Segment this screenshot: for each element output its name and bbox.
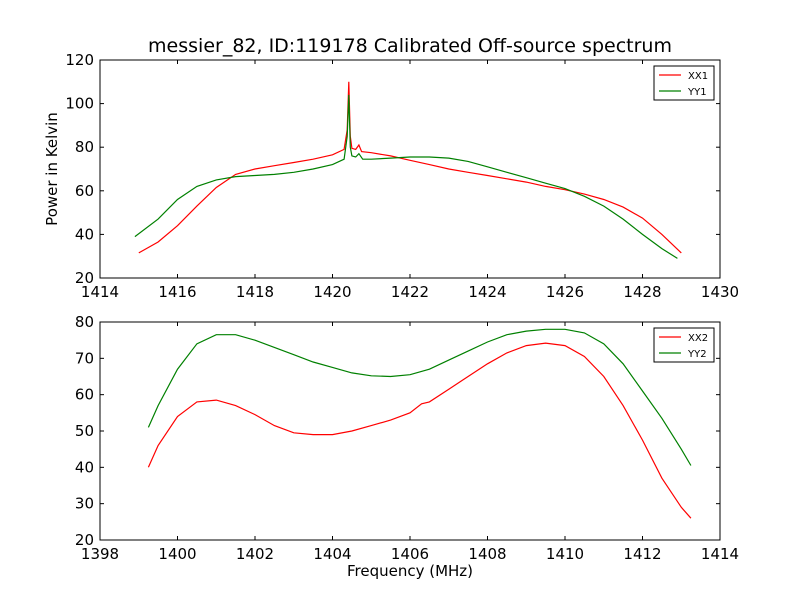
x-tick-label: 1400 [158, 545, 196, 563]
series-line-xx2 [147, 342, 692, 519]
y-tick-label: 20 [75, 269, 94, 287]
series-line-yy1 [134, 94, 678, 259]
x-tick-label: 1420 [313, 283, 351, 301]
y-tick-label: 20 [75, 531, 94, 549]
x-tick-label: 1408 [468, 545, 506, 563]
legend-label-xx1: XX1 [688, 71, 708, 82]
y-tick-label: 30 [75, 495, 94, 513]
figure-title: messier_82, ID:119178 Calibrated Off-sou… [148, 35, 672, 57]
y-tick-label: 120 [65, 51, 94, 69]
y-tick-label: 60 [75, 386, 94, 404]
y-axis-title: Power in Kelvin [43, 112, 61, 226]
x-tick-label: 1398 [81, 545, 119, 563]
legend-label-yy1: YY1 [687, 87, 707, 98]
x-tick-label: 1410 [546, 545, 584, 563]
y-tick-label: 40 [75, 458, 94, 476]
legend-box [653, 65, 715, 101]
x-tick-label: 1424 [468, 283, 506, 301]
x-axis-title: Frequency (MHz) [347, 562, 473, 580]
legend-label-xx2: XX2 [688, 333, 708, 344]
x-tick-label: 1414 [701, 545, 739, 563]
x-tick-label: 1426 [546, 283, 584, 301]
y-tick-label: 80 [75, 313, 94, 331]
x-tick-label: 1430 [701, 283, 739, 301]
x-tick-label: 1414 [81, 283, 119, 301]
y-tick-label: 100 [65, 95, 94, 113]
y-tick-label: 40 [75, 225, 94, 243]
x-tick-label: 1406 [391, 545, 429, 563]
x-tick-label: 1402 [236, 545, 274, 563]
legend-box [653, 327, 715, 363]
x-tick-label: 1418 [236, 283, 274, 301]
x-tick-label: 1428 [623, 283, 661, 301]
x-tick-label: 1416 [158, 283, 196, 301]
series-line-yy2 [147, 328, 692, 466]
x-tick-label: 1412 [623, 545, 661, 563]
x-tick-label: 1404 [313, 545, 351, 563]
top-panel: 1414 1416 1418 1420 1422 1424 1426 1428 1430 20 40… [43, 51, 739, 301]
y-tick-label: 60 [75, 182, 94, 200]
legend-label-yy2: YY2 [687, 349, 707, 360]
x-tick-label: 1422 [391, 283, 429, 301]
y-tick-label: 50 [75, 422, 94, 440]
y-tick-label: 70 [75, 349, 94, 367]
bottom-panel: 1398 1400 1402 1404 1406 1408 1410 1412 1414 20 30… [75, 313, 739, 580]
y-tick-label: 80 [75, 138, 94, 156]
